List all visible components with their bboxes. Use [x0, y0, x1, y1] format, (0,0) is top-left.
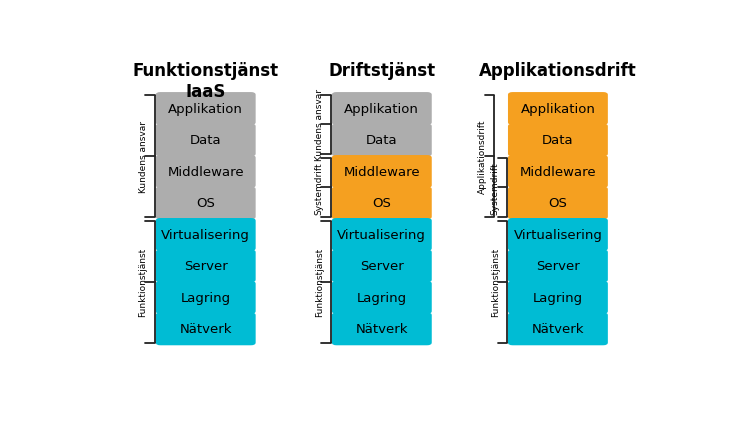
- FancyBboxPatch shape: [332, 124, 432, 157]
- Text: Middleware: Middleware: [519, 165, 596, 178]
- Text: Server: Server: [184, 260, 227, 273]
- Text: Applikationsdrift: Applikationsdrift: [479, 62, 637, 80]
- FancyBboxPatch shape: [332, 313, 432, 345]
- Text: Lagring: Lagring: [180, 291, 231, 304]
- Text: Nätverk: Nätverk: [180, 322, 232, 335]
- Text: Kundens ansvar: Kundens ansvar: [314, 89, 323, 161]
- Text: Server: Server: [536, 260, 580, 273]
- Text: Funktionstjänst: Funktionstjänst: [139, 247, 148, 316]
- FancyBboxPatch shape: [332, 93, 432, 125]
- Text: Middleware: Middleware: [168, 165, 244, 178]
- FancyBboxPatch shape: [332, 187, 432, 220]
- FancyBboxPatch shape: [508, 218, 608, 251]
- Text: Virtualisering: Virtualisering: [161, 228, 250, 241]
- Text: Lagring: Lagring: [533, 291, 583, 304]
- FancyBboxPatch shape: [156, 281, 256, 314]
- FancyBboxPatch shape: [508, 187, 608, 220]
- Text: Nätverk: Nätverk: [532, 322, 584, 335]
- Text: Applikation: Applikation: [521, 103, 595, 116]
- FancyBboxPatch shape: [508, 250, 608, 283]
- Text: Virtualisering: Virtualisering: [337, 228, 426, 241]
- Text: Virtualisering: Virtualisering: [513, 228, 603, 241]
- Text: OS: OS: [372, 197, 391, 210]
- Text: Applikation: Applikation: [344, 103, 419, 116]
- Text: Lagring: Lagring: [357, 291, 407, 304]
- FancyBboxPatch shape: [332, 218, 432, 251]
- Text: Applikation: Applikation: [168, 103, 243, 116]
- Text: Funktionstjänst: Funktionstjänst: [491, 247, 500, 316]
- Text: Funktionstjänst: Funktionstjänst: [314, 247, 323, 316]
- Text: OS: OS: [196, 197, 215, 210]
- FancyBboxPatch shape: [156, 124, 256, 157]
- Text: Systemdrift: Systemdrift: [491, 161, 500, 214]
- Text: Middleware: Middleware: [343, 165, 420, 178]
- Text: Data: Data: [366, 134, 398, 147]
- FancyBboxPatch shape: [508, 156, 608, 188]
- FancyBboxPatch shape: [156, 250, 256, 283]
- FancyBboxPatch shape: [156, 187, 256, 220]
- Text: Kundens ansvar: Kundens ansvar: [139, 120, 148, 192]
- Text: Data: Data: [542, 134, 574, 147]
- FancyBboxPatch shape: [332, 250, 432, 283]
- FancyBboxPatch shape: [332, 156, 432, 188]
- Text: Applikationsdrift: Applikationsdrift: [478, 119, 487, 194]
- FancyBboxPatch shape: [508, 93, 608, 125]
- FancyBboxPatch shape: [508, 281, 608, 314]
- Text: Driftstjänst: Driftstjänst: [329, 62, 435, 80]
- FancyBboxPatch shape: [156, 218, 256, 251]
- FancyBboxPatch shape: [332, 281, 432, 314]
- Text: Systemdrift: Systemdrift: [314, 161, 323, 214]
- Text: Server: Server: [360, 260, 404, 273]
- Text: Data: Data: [190, 134, 221, 147]
- Text: Nätverk: Nätverk: [355, 322, 408, 335]
- FancyBboxPatch shape: [508, 124, 608, 157]
- FancyBboxPatch shape: [156, 93, 256, 125]
- FancyBboxPatch shape: [508, 313, 608, 345]
- Text: Funktionstjänst
IaaS: Funktionstjänst IaaS: [133, 62, 279, 101]
- FancyBboxPatch shape: [156, 313, 256, 345]
- Text: OS: OS: [548, 197, 568, 210]
- FancyBboxPatch shape: [156, 156, 256, 188]
